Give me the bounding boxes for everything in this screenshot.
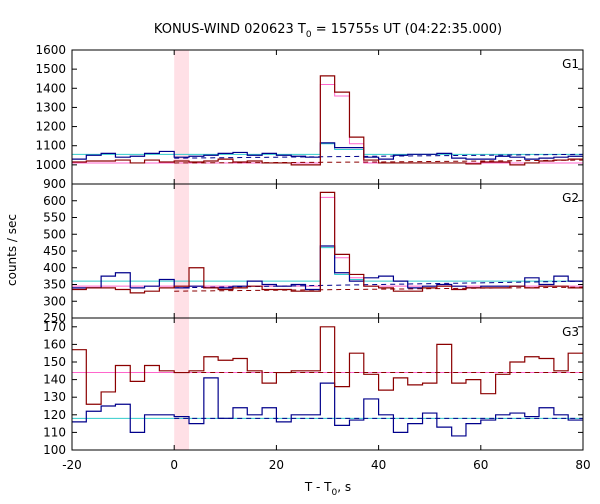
y-tick-label: 110 [43,425,66,439]
y-tick-label: 140 [43,373,66,387]
series-a-steps [72,191,583,294]
y-tick-label: 120 [43,408,66,422]
x-tick-label: 0 [170,458,178,472]
y-tick-label: 1000 [35,158,66,172]
shaded-interval [174,50,190,184]
x-axis-label-subscript: 0 [332,488,338,498]
series-b-steps [72,245,583,291]
y-tick-label: 1200 [35,120,66,134]
y-tick-label: 1100 [35,139,66,153]
y-tick-label: 400 [43,261,66,275]
series-a-steps [72,326,583,405]
y-tick-label: 130 [43,390,66,404]
y-tick-label: 1600 [35,43,66,57]
chart-title-subscript: 0 [306,30,312,40]
panel-label: G1 [562,57,579,71]
panels-layer: 9001000110012001300140015001600G12503003… [35,43,590,472]
shaded-interval [174,318,190,450]
y-tick-label: 1500 [35,62,66,76]
y-tick-label: 600 [43,194,66,208]
y-tick-label: 1400 [35,81,66,95]
x-axis-label: T - T0, s [304,480,351,498]
panel-frame [71,317,584,451]
y-tick-label: 170 [43,320,66,334]
y-tick-label: 350 [43,278,66,292]
y-tick-label: 100 [43,443,66,457]
x-tick-label: 20 [269,458,284,472]
y-axis-label: counts / sec [5,214,19,286]
panel-label: G3 [562,325,579,339]
panel-g3: 100 110 120 130 140 150 160 170 G3 [43,317,584,457]
y-tick-label: 250 [43,311,66,325]
y-tick-label: 500 [43,227,66,241]
x-tick-label: 60 [473,458,488,472]
y-tick-label: 900 [43,177,66,191]
series-b-steps [72,377,583,437]
series-a-steps [72,75,583,166]
chart-title-prefix: KONUS-WIND 020623 T [154,22,306,37]
y-tick-label: 160 [43,337,66,351]
x-tick-label: 80 [575,458,590,472]
chart-title-suffix: = 15755s UT (04:22:35.000) [312,22,502,37]
panel-frame [71,49,584,185]
fit-line-a [72,83,583,164]
fit-line-a [72,196,583,287]
panel-frame [71,183,584,319]
y-tick-label: 550 [43,211,66,225]
x-axis-label-suffix: , s [337,480,351,494]
fit-line-b [72,247,583,282]
panel-label: G2 [562,191,579,205]
x-axis-label-prefix: T - T [304,480,332,494]
x-tick-label: 40 [371,458,386,472]
panel-g1: 900 1000 1100 1200 1300 1400 1500 1600 G1 [35,43,584,191]
fit-line-b [72,143,583,155]
chart-title: KONUS-WIND 020623 T0 = 15755s UT (04:22:… [154,22,502,40]
panel-g2: 250 300 350 400 450 500 550 600 G2 [43,183,584,325]
y-tick-label: 300 [43,294,66,308]
shaded-interval [174,184,190,318]
x-tick-label: -20 [62,458,82,472]
y-tick-label: 450 [43,244,66,258]
y-tick-label: 1300 [35,100,66,114]
y-tick-label: 150 [43,355,66,369]
